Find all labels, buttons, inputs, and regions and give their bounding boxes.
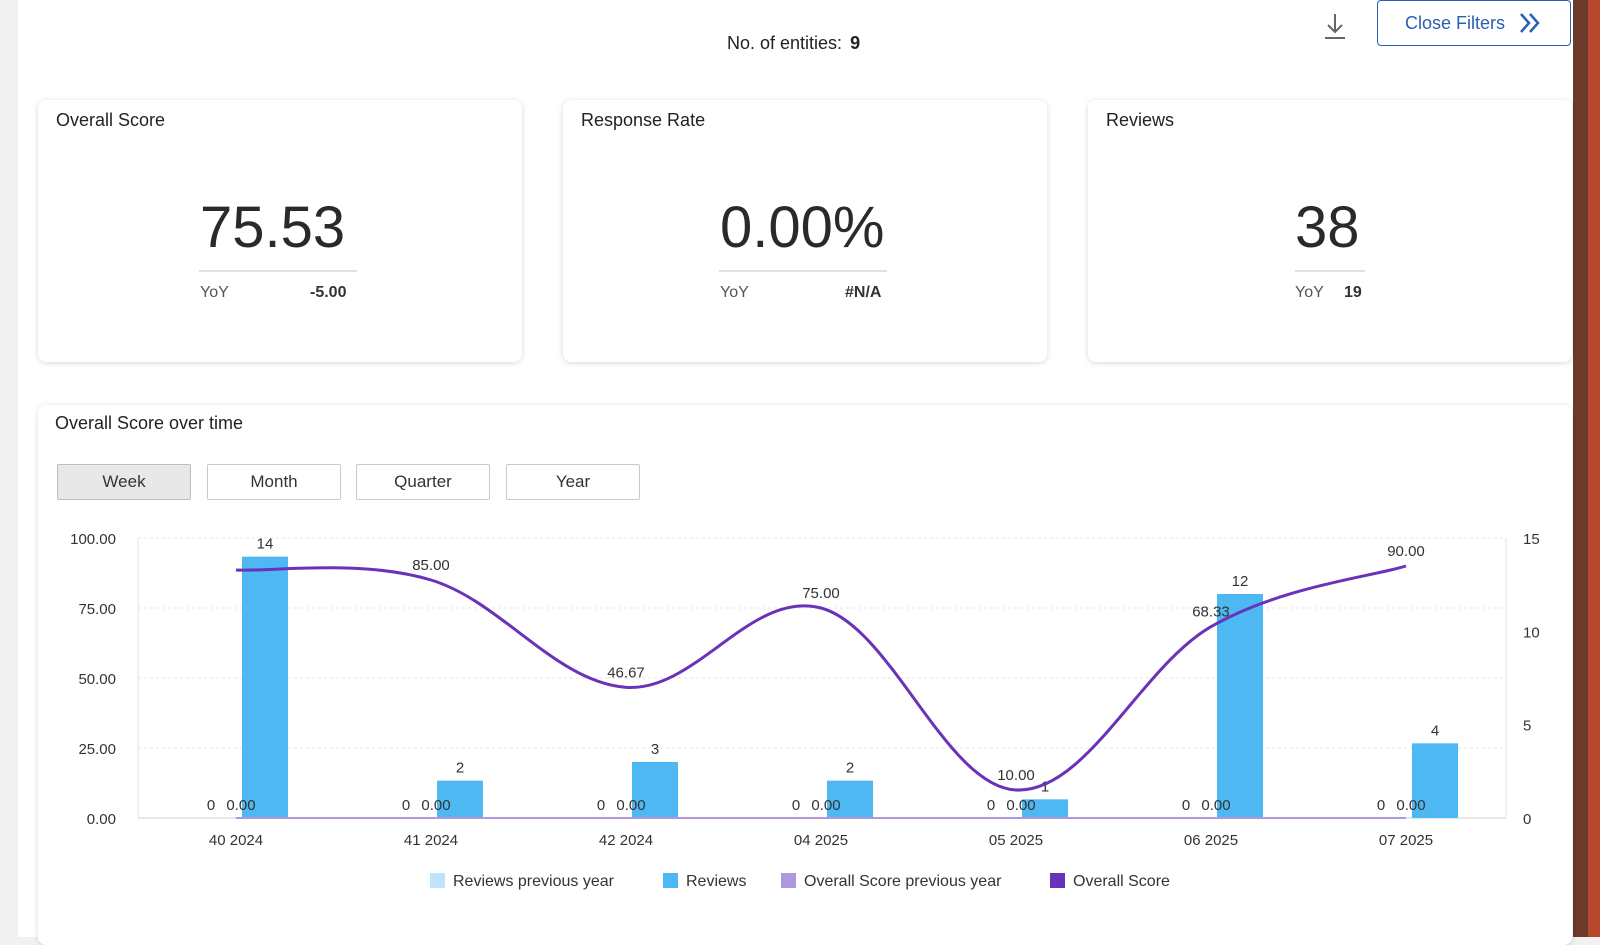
- line-label-overall-score-previous-year: 0.00: [421, 797, 450, 814]
- close-filters-button[interactable]: Close Filters: [1377, 0, 1571, 46]
- bar-label-reviews: 2: [456, 760, 464, 777]
- yoy-value: -5.00: [310, 284, 347, 301]
- entities-value: 9: [850, 33, 861, 53]
- line-label-overall-score-previous-year: 0.00: [811, 797, 840, 814]
- close-filters-label: Close Filters: [1404, 12, 1506, 33]
- period-quarter-button[interactable]: Quarter: [356, 464, 490, 500]
- yoy-label: YoY: [200, 284, 229, 301]
- bar-label-reviews: 1: [1041, 778, 1049, 795]
- double-chevron-right-icon: [1520, 13, 1540, 33]
- y-right-tick-label: 0: [1523, 811, 1531, 828]
- legend-reviews-previous-year-label: Reviews previous year: [453, 873, 615, 890]
- line-label-overall-score: 10.00: [997, 767, 1035, 784]
- bar-label-reviews-previous-year: 0: [597, 797, 605, 814]
- line-label-overall-score-previous-year: 0.00: [616, 797, 645, 814]
- legend-overall-score-previous-year-swatch: [781, 873, 796, 888]
- x-tick-label: 06 2025: [1184, 832, 1238, 849]
- bar-reviews: [1217, 594, 1263, 818]
- chart-title: Overall Score over time: [55, 413, 244, 433]
- y-right-tick-label: 5: [1523, 718, 1531, 735]
- x-tick-label: 07 2025: [1379, 832, 1433, 849]
- bar-reviews: [632, 762, 678, 818]
- bar-label-reviews-previous-year: 0: [1182, 797, 1190, 814]
- yoy-value: 19: [1344, 284, 1362, 301]
- bar-reviews: [1412, 743, 1458, 818]
- line-label-overall-score-previous-year: 0.00: [1006, 797, 1035, 814]
- yoy-label: YoY: [1295, 284, 1324, 301]
- y-right-tick-label: 10: [1523, 624, 1540, 641]
- overall-score-card: Overall Score 75.53 YoY -5.00: [38, 100, 522, 362]
- score-over-time-panel: Overall Score over time Week Month Quart…: [38, 405, 1572, 945]
- x-tick-label: 04 2025: [794, 832, 848, 849]
- bar-reviews: [437, 780, 483, 818]
- kpi-divider: [199, 270, 357, 272]
- y-left-tick-label: 75.00: [78, 601, 116, 618]
- x-tick-label: 42 2024: [599, 832, 653, 849]
- line-label-overall-score: 68.33: [1192, 604, 1230, 621]
- line-label-overall-score: 85.00: [412, 557, 450, 574]
- kpi-value: 75.53: [200, 195, 346, 260]
- bar-reviews: [1022, 799, 1068, 818]
- line-label-overall-score: 90.00: [1387, 543, 1425, 560]
- bar-label-reviews-previous-year: 0: [207, 797, 215, 814]
- bar-label-reviews-previous-year: 0: [792, 797, 800, 814]
- entities-label: No. of entities:: [727, 33, 843, 53]
- x-tick-label: 40 2024: [209, 832, 263, 849]
- y-left-tick-label: 50.00: [78, 671, 116, 688]
- kpi-value: 38: [1295, 195, 1360, 260]
- bar-reviews: [242, 556, 288, 818]
- download-icon[interactable]: [1320, 10, 1350, 44]
- entities-count: No. of entities: 9: [727, 33, 860, 54]
- legend-reviews-previous-year-swatch: [430, 873, 445, 888]
- yoy-label: YoY: [720, 284, 749, 301]
- kpi-divider: [719, 270, 887, 272]
- window-edge-accent: [1588, 0, 1600, 937]
- period-year-button[interactable]: Year: [506, 464, 640, 500]
- y-left-tick-label: 100.00: [70, 531, 116, 548]
- period-month-button[interactable]: Month: [207, 464, 341, 500]
- line-label-overall-score-previous-year: 0.00: [1396, 797, 1425, 814]
- bar-label-reviews: 2: [846, 760, 854, 777]
- bar-label-reviews: 12: [1232, 573, 1249, 590]
- bar-label-reviews: 4: [1431, 722, 1439, 739]
- x-tick-label: 41 2024: [404, 832, 458, 849]
- legend-reviews-label: Reviews: [686, 873, 746, 890]
- response-rate-card: Response Rate 0.00% YoY #N/A: [563, 100, 1047, 362]
- legend-overall-score-previous-year-label: Overall Score previous year: [804, 873, 1002, 890]
- window-edge: [1573, 0, 1588, 937]
- card-title: Reviews: [1106, 110, 1175, 130]
- bar-label-reviews: 14: [257, 536, 274, 553]
- x-tick-label: 05 2025: [989, 832, 1043, 849]
- y-right-tick-label: 15: [1523, 531, 1540, 548]
- bar-reviews: [827, 780, 873, 818]
- period-week-button[interactable]: Week: [57, 464, 191, 500]
- reviews-card: Reviews 38 YoY 19: [1088, 100, 1572, 362]
- bar-label-reviews: 3: [651, 741, 659, 758]
- kpi-value: 0.00%: [720, 195, 885, 260]
- bar-label-reviews-previous-year: 0: [402, 797, 410, 814]
- line-label-overall-score-previous-year: 0.00: [226, 797, 255, 814]
- y-left-tick-label: 25.00: [78, 741, 116, 758]
- yoy-value: #N/A: [845, 284, 882, 301]
- card-title: Response Rate: [581, 110, 706, 130]
- line-overall-score: [235, 564, 1407, 792]
- legend-overall-score-label: Overall Score: [1073, 873, 1170, 890]
- legend-reviews-swatch: [663, 873, 678, 888]
- y-left-tick-label: 0.00: [87, 811, 116, 828]
- line-label-overall-score-previous-year: 0.00: [1201, 797, 1230, 814]
- line-label-overall-score: 46.67: [607, 664, 645, 681]
- card-title: Overall Score: [56, 110, 166, 130]
- legend-overall-score-swatch: [1050, 873, 1065, 888]
- bar-label-reviews-previous-year: 0: [987, 797, 995, 814]
- kpi-divider: [1295, 270, 1365, 272]
- line-label-overall-score: 75.00: [802, 585, 840, 602]
- bar-label-reviews-previous-year: 0: [1377, 797, 1385, 814]
